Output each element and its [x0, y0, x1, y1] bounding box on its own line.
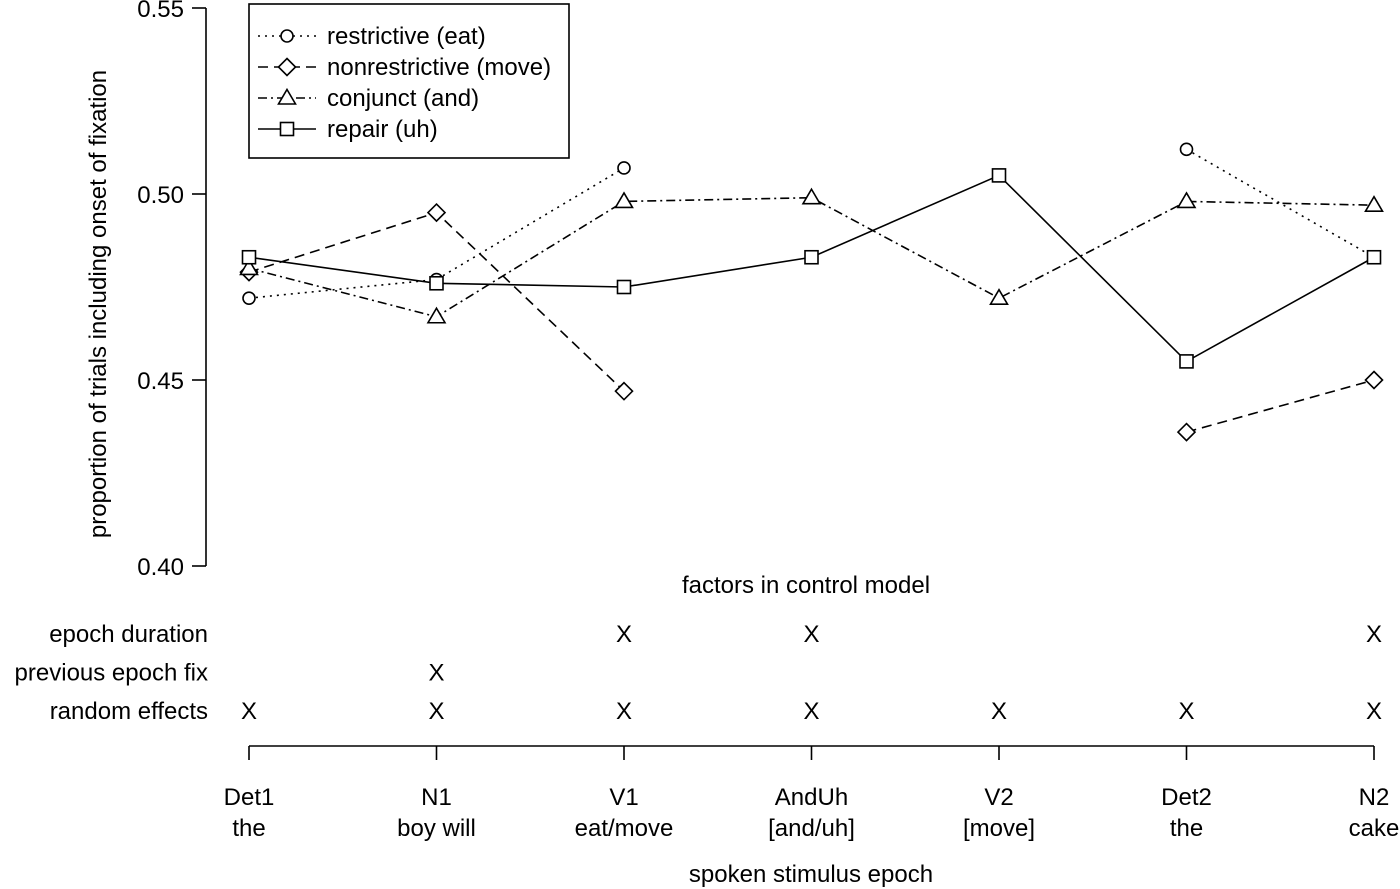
data-point-triangle — [989, 288, 1009, 305]
x-tick-label: N2 — [1359, 784, 1390, 811]
series-line — [1186, 379, 1375, 433]
data-point-diamond — [426, 202, 447, 223]
x-axis: Det1 the N1 boy will V1 eat/move AndUh [and/uh]… — [224, 745, 1400, 842]
legend-label: conjunct (and) — [327, 85, 479, 112]
series-line — [1186, 148, 1375, 258]
factor-mark: X — [1366, 621, 1382, 648]
x-tick-label: Det1 — [224, 784, 275, 811]
data-point-square — [1179, 354, 1194, 369]
series-triangle — [239, 187, 1384, 324]
data-point-circle — [1179, 142, 1194, 157]
series-layer — [239, 142, 1384, 442]
factor-mark: X — [1178, 698, 1194, 725]
x-tick-sublabel: [and/uh] — [768, 815, 855, 842]
x-tick-label: V2 — [984, 784, 1013, 811]
data-point-square — [804, 249, 819, 265]
y-tick-label: 0.50 — [137, 182, 184, 209]
data-point-square — [429, 275, 444, 291]
data-point-diamond — [614, 381, 634, 401]
y-tick-label: 0.45 — [137, 368, 184, 395]
factor-mark: X — [616, 698, 632, 725]
series-line — [248, 211, 625, 392]
series-square — [241, 168, 1382, 369]
data-point-circle — [617, 161, 631, 175]
legend: restrictive (eat) nonrestrictive (move) co… — [248, 3, 570, 159]
x-tick-label: V1 — [609, 784, 638, 811]
x-tick-sublabel: the — [232, 815, 265, 842]
data-point-triangle — [426, 306, 447, 324]
factor-mark: X — [1366, 698, 1382, 725]
x-tick-sublabel: boy will — [397, 815, 476, 842]
data-point-diamond — [1364, 370, 1384, 390]
y-tick-label: 0.40 — [137, 554, 184, 581]
data-point-square — [241, 249, 257, 265]
data-point-circle — [242, 291, 256, 305]
x-tick-sublabel: the — [1170, 815, 1203, 842]
legend-label: restrictive (eat) — [327, 23, 486, 50]
factor-label: previous epoch fix — [15, 660, 208, 687]
factors-title: factors in control model — [682, 572, 930, 599]
x-tick-sublabel: [move] — [963, 815, 1035, 842]
y-tick-label: 0.55 — [137, 0, 184, 23]
data-point-triangle — [1364, 195, 1384, 212]
data-point-triangle — [1176, 191, 1197, 209]
data-point-square — [616, 279, 632, 295]
factor-label: epoch duration — [49, 621, 208, 648]
legend-box — [248, 3, 570, 159]
factor-mark: X — [803, 698, 819, 725]
data-point-triangle — [239, 258, 259, 276]
x-tick-sublabel: eat/move — [575, 815, 674, 842]
factor-mark: X — [616, 621, 632, 648]
factor-mark: X — [241, 698, 257, 725]
x-tick-label: Det2 — [1161, 784, 1212, 811]
data-point-square — [1366, 249, 1382, 265]
data-point-triangle — [801, 187, 822, 205]
data-point-square — [991, 168, 1007, 183]
x-tick-sublabel: cake — [1349, 815, 1400, 842]
legend-label: nonrestrictive (move) — [327, 54, 551, 81]
x-tick-label: N1 — [421, 784, 452, 811]
legend-marker-circle — [280, 29, 294, 43]
series-diamond — [239, 202, 1384, 442]
data-point-diamond — [1176, 422, 1197, 442]
legend-marker-diamond — [277, 57, 297, 77]
factor-mark: X — [991, 698, 1007, 725]
legend-marker-square — [279, 121, 295, 137]
y-axis-label: proportion of trials including onset of … — [85, 70, 112, 538]
x-tick-label: AndUh — [775, 784, 848, 811]
legend-label: repair (uh) — [327, 116, 438, 143]
data-point-triangle — [614, 191, 634, 209]
factor-mark: X — [803, 621, 819, 648]
factor-mark: X — [428, 660, 444, 687]
x-axis-label: spoken stimulus epoch — [689, 861, 933, 888]
y-axis: 0.40 0.45 0.50 0.55 — [137, 0, 207, 581]
legend-marker-triangle — [277, 87, 297, 105]
factor-mark: X — [428, 698, 444, 725]
factor-label: random effects — [50, 698, 208, 725]
